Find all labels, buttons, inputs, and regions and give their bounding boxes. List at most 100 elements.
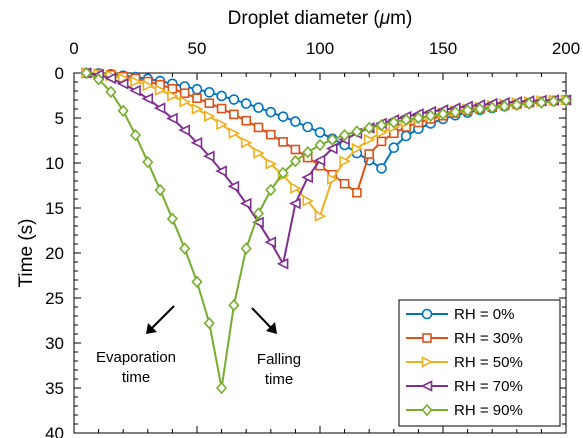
data-point [351, 125, 363, 138]
legend-marker [421, 403, 433, 417]
legend-marker [421, 356, 434, 368]
data-point [240, 136, 253, 149]
data-point [290, 182, 302, 194]
data-point [179, 96, 191, 108]
data-point [178, 124, 190, 136]
x-tick-label: 150 [429, 39, 457, 58]
data-point [326, 133, 338, 146]
series-line [86, 72, 566, 265]
data-point [313, 154, 326, 167]
data-point [191, 103, 204, 115]
legend-marker [420, 380, 433, 392]
data-point [437, 107, 449, 121]
data-point [511, 98, 523, 112]
data-point [425, 109, 437, 122]
data-point [560, 94, 572, 107]
data-point [290, 144, 301, 155]
x-tick-label: 50 [188, 39, 207, 58]
data-point [265, 158, 278, 170]
data-point [179, 88, 190, 99]
data-point [400, 113, 412, 126]
data-point [302, 146, 314, 159]
data-point [216, 103, 227, 114]
data-point [498, 100, 511, 113]
data-point [241, 115, 251, 126]
data-point [252, 216, 264, 229]
data-point [203, 317, 215, 330]
evaporation-label-line1: Evaporation [96, 349, 176, 366]
data-point [252, 207, 265, 220]
data-point [277, 166, 289, 180]
falling-label-line1: Falling [257, 351, 301, 368]
evaporation-arrowhead-icon [146, 323, 157, 334]
data-point [253, 147, 265, 159]
legend-label: RH = 50% [454, 354, 523, 371]
data-point [351, 142, 364, 155]
data-point [314, 210, 327, 222]
data-point [278, 137, 288, 147]
y-tick-label: 5 [55, 109, 64, 128]
data-point [228, 127, 241, 140]
series-layer [80, 66, 573, 395]
y-tick-label: 10 [45, 154, 64, 173]
data-point [339, 128, 351, 142]
data-point [265, 183, 277, 197]
falling-arrow-icon [251, 307, 274, 331]
evaporation-label-line2: time [122, 369, 150, 386]
y-tick-label: 30 [45, 334, 64, 353]
data-point [301, 171, 314, 184]
data-point [228, 299, 240, 312]
data-point [289, 155, 301, 168]
data-point [117, 72, 130, 85]
legend-label: RH = 90% [454, 402, 523, 419]
data-point [129, 84, 141, 97]
data-point [339, 155, 351, 167]
data-point [253, 102, 264, 113]
data-point [326, 142, 338, 155]
falling-arrowhead-icon [266, 322, 277, 334]
data-point [449, 105, 461, 119]
data-point [203, 150, 215, 163]
data-point [154, 84, 167, 96]
data-point [363, 121, 375, 135]
data-point [376, 163, 387, 174]
data-point [302, 195, 314, 207]
data-point [167, 90, 179, 102]
data-point [191, 275, 203, 288]
legend-label: RH = 30% [454, 330, 523, 347]
falling-label-line2: time [265, 371, 293, 388]
legend-entry: RH = 70% [406, 378, 523, 395]
data-point [376, 136, 387, 147]
data-point [191, 83, 203, 95]
data-point [104, 72, 117, 85]
data-point [326, 173, 339, 185]
x-tick-label: 100 [306, 39, 334, 58]
data-point [216, 118, 228, 131]
data-point [339, 178, 350, 189]
data-point [352, 187, 362, 198]
data-point [166, 112, 178, 125]
y-tick-label: 35 [45, 379, 64, 398]
data-point [548, 95, 560, 108]
x-tick-label: 200 [552, 39, 580, 58]
data-point [314, 127, 326, 138]
data-point [117, 104, 129, 117]
data-point [474, 102, 486, 116]
data-point [364, 149, 375, 159]
series-line [86, 72, 566, 218]
evaporation-arrow-icon [149, 305, 175, 331]
legend-marker [421, 308, 433, 320]
x-tick-label: 0 [69, 39, 78, 58]
series-4 [80, 66, 572, 395]
legend-label: RH = 70% [454, 378, 523, 395]
data-point [462, 104, 474, 117]
data-point [142, 155, 154, 169]
data-point [229, 109, 239, 120]
data-point [412, 111, 424, 125]
data-point [80, 66, 92, 80]
series-line [85, 72, 567, 389]
data-point [277, 111, 289, 122]
annotation-falling: Falling time [251, 307, 301, 388]
data-point [240, 98, 252, 109]
x-axis-label: Droplet diameter (μm) [228, 8, 413, 29]
